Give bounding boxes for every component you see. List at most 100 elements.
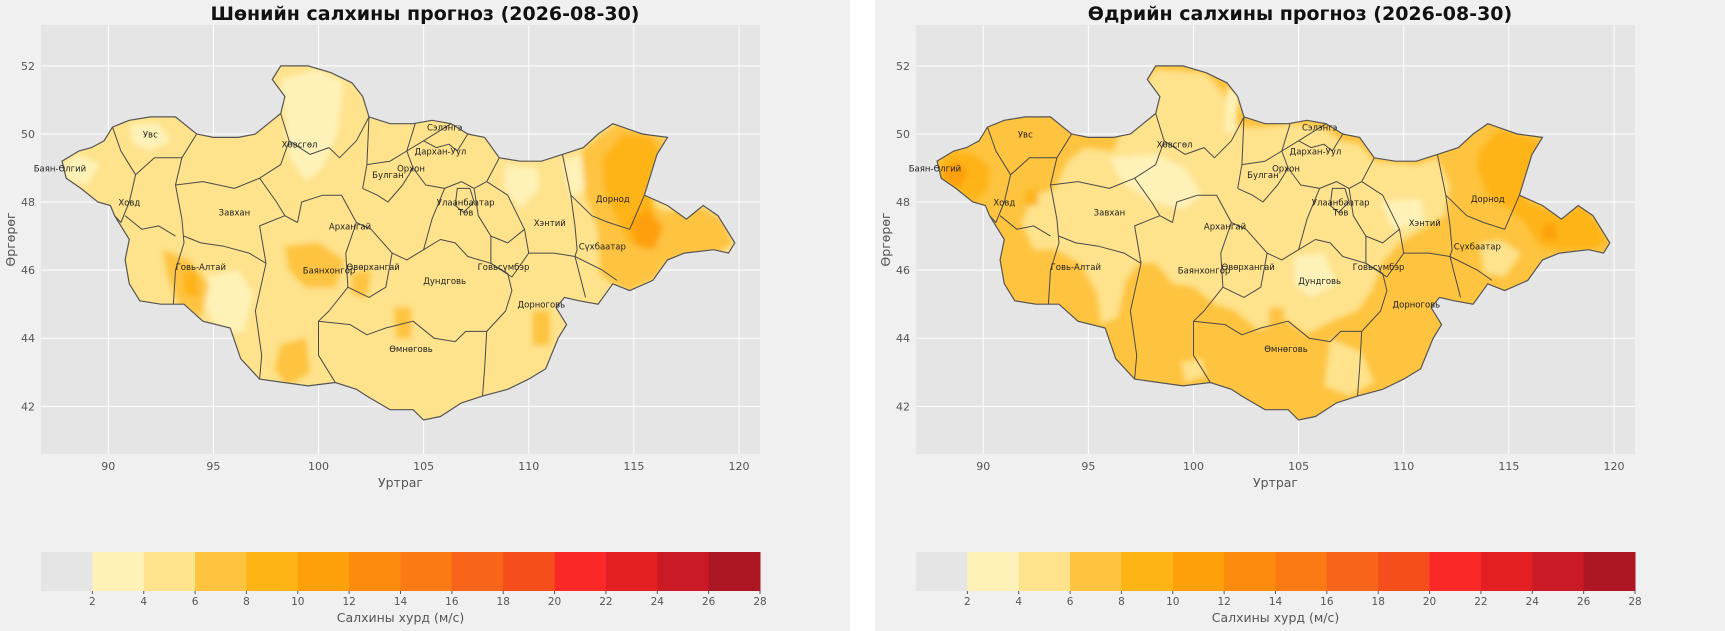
colorbar-tick-label: 24 — [651, 596, 665, 608]
colorbar-segment — [297, 552, 350, 591]
night-figure-svg: Увс Баян-Өлгий Ховд Завхан Говь-Алтай Хөвсгөл… — [3, 25, 767, 625]
x-tick-label: 95 — [206, 460, 220, 473]
province-border — [259, 215, 286, 264]
night-province-borders — [112, 113, 645, 397]
colorbar-segment — [92, 552, 145, 591]
y-tick-label: 52 — [21, 60, 35, 73]
colorbar-segment — [605, 552, 658, 591]
province-label: Хэнтий — [534, 219, 566, 229]
x-tick-label: 105 — [413, 460, 434, 473]
province-border — [1365, 252, 1405, 278]
night-colorbar-ticks: 2 4 6 8 10 12 14 16 18 20 22 24 26 28 — [89, 591, 767, 608]
colorbar-tick-label: 26 — [1577, 596, 1591, 608]
night-x-ticks: 90 95 100 105 110 115 120 — [101, 460, 749, 473]
night-colorbar-label: Салхины хурд (м/с) — [337, 610, 465, 625]
province-label: Дархан-Уул — [415, 147, 467, 157]
wind-contour-region — [1109, 154, 1202, 209]
x-tick-label: 105 — [1288, 460, 1309, 473]
province-label: Баянхонгор — [1178, 267, 1231, 277]
province-border — [1281, 123, 1327, 152]
province-label: Говь-Алтай — [1051, 263, 1101, 273]
province-border — [135, 133, 198, 176]
day-x-axis-label: Уртраг — [1253, 475, 1298, 490]
colorbar-tick-label: 4 — [1015, 596, 1022, 608]
night-country-outline — [61, 65, 736, 421]
province-border — [423, 188, 446, 250]
wind-contour-region — [352, 270, 372, 298]
y-tick-label: 50 — [896, 128, 910, 141]
province-label: Баянхонгор — [303, 267, 356, 277]
x-tick-label: 120 — [1603, 460, 1624, 473]
colorbar-segment — [400, 552, 453, 591]
night-x-axis-label: Уртраг — [378, 475, 423, 490]
y-tick-label: 52 — [896, 60, 910, 73]
province-border — [1193, 320, 1362, 343]
province-label: Хөвсгөл — [1157, 141, 1193, 151]
province-border — [1449, 256, 1493, 281]
colorbar-tick-label: 12 — [1217, 596, 1230, 608]
y-tick-label: 44 — [896, 332, 910, 345]
colorbar-tick-label: 16 — [445, 596, 459, 608]
day-colorbar — [916, 552, 1636, 591]
wind-contour-region — [629, 208, 664, 250]
colorbar-segment — [349, 552, 401, 591]
province-label: Дорноговь — [1393, 301, 1441, 311]
day-province-borders — [987, 113, 1520, 397]
province-label: Говьсүмбэр — [1353, 263, 1405, 273]
colorbar-tick-label: 28 — [753, 596, 766, 608]
x-tick-label: 90 — [976, 460, 990, 473]
province-border — [1129, 263, 1142, 380]
day-y-ticks: 52 50 48 46 44 42 — [896, 60, 910, 413]
day-country-outline — [936, 65, 1611, 421]
colorbar-tick-label: 20 — [1423, 596, 1436, 608]
x-tick-label: 110 — [1393, 460, 1414, 473]
wind-contour-region — [394, 307, 411, 339]
province-border — [1193, 222, 1232, 383]
colorbar-segment — [1018, 552, 1071, 591]
province-label: Баян-Өлгий — [909, 164, 961, 174]
colorbar-tick-label: 22 — [599, 596, 612, 608]
province-label: Орхон — [1272, 164, 1300, 174]
province-label: Дундговь — [1298, 277, 1341, 287]
colorbar-segment — [1480, 552, 1533, 591]
colorbar-segment — [41, 552, 93, 591]
day-y-axis-label: Өргөрөг — [878, 212, 893, 266]
province-border — [366, 123, 416, 166]
province-border — [1163, 116, 1245, 159]
colorbar-tick-label: 2 — [89, 596, 96, 608]
x-tick-label: 90 — [101, 460, 115, 473]
province-label: Архангай — [329, 222, 371, 232]
colorbar-tick-label: 20 — [548, 596, 561, 608]
colorbar-segment — [195, 552, 247, 591]
wind-contour-region — [274, 338, 311, 386]
colorbar-tick-label: 8 — [1118, 596, 1125, 608]
colorbar-tick-label: 2 — [964, 596, 971, 608]
colorbar-segment — [451, 552, 504, 591]
colorbar-tick-label: 14 — [394, 596, 408, 608]
province-label: Ховд — [993, 198, 1015, 208]
province-border — [1436, 154, 1453, 257]
day-colorbar-label: Салхины хурд (м/с) — [1212, 610, 1340, 625]
wind-contours — [939, 69, 1606, 397]
province-border — [318, 222, 357, 383]
y-tick-label: 44 — [21, 332, 35, 345]
wind-contour-region — [532, 311, 550, 345]
wind-contour-region — [1323, 338, 1375, 397]
province-label: Архангай — [1204, 222, 1246, 232]
province-border — [1298, 133, 1344, 152]
wind-base-fill — [62, 65, 735, 421]
province-border — [362, 150, 414, 203]
province-label: Хэнтий — [1409, 219, 1441, 229]
wind-contour-region — [129, 123, 172, 151]
province-border — [1058, 235, 1142, 264]
colorbar-tick-label: 14 — [1269, 596, 1283, 608]
y-tick-label: 42 — [21, 400, 35, 413]
province-label: Дорнод — [596, 195, 630, 205]
province-border — [112, 126, 137, 223]
province-label: Өмнөговь — [1264, 345, 1308, 355]
colorbar-segment — [1583, 552, 1636, 591]
wind-contour-region — [503, 164, 540, 209]
province-border — [561, 154, 578, 257]
province-border — [254, 263, 267, 380]
day-panel-title: Өдрийн салхины прогноз (2026-08-30) — [1087, 3, 1513, 25]
